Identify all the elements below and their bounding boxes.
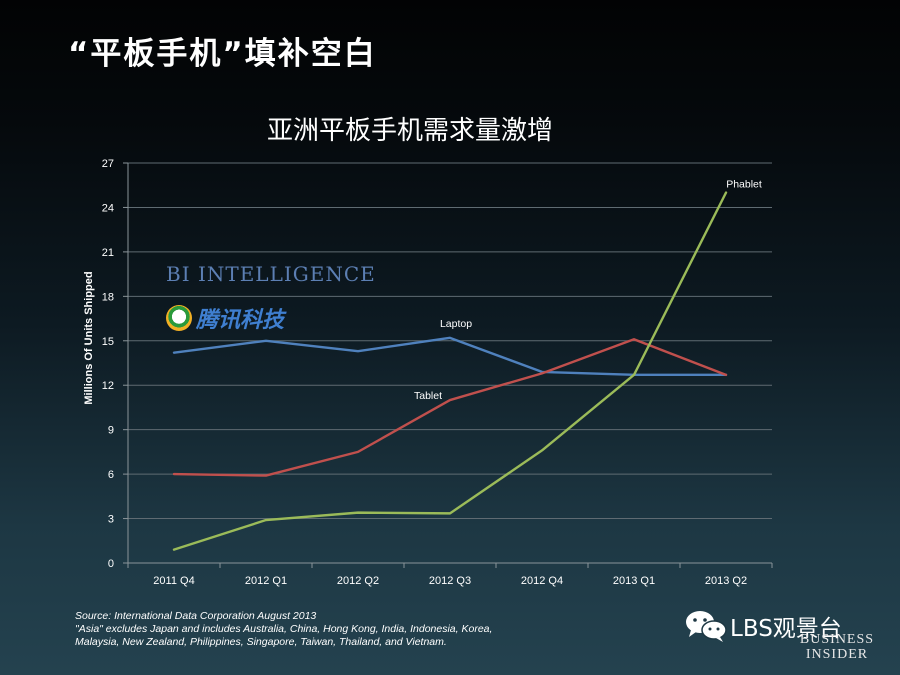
series-labels: Laptop Tablet Phablet [414,179,762,402]
source-line-3: Malaysia, New Zealand, Philippines, Sing… [75,636,447,648]
wechat-icon [686,611,727,642]
y-tick-label: 15 [102,336,114,348]
y-tick-label: 18 [102,291,114,303]
slide-title: “平板手机”填补空白 [68,36,377,72]
y-tick-label: 12 [102,380,114,392]
series-label-phablet: Phablet [726,179,762,191]
y-tick-label: 3 [108,514,114,526]
x-tick-label: 2013 Q1 [613,575,655,587]
y-tick-label: 21 [102,247,114,259]
chart-title: 亚洲平板手机需求量激增 [266,116,553,146]
y-tick-label: 0 [108,558,114,570]
series-label-tablet: Tablet [414,390,442,402]
x-tick-label: 2013 Q2 [705,575,747,587]
y-tick-label: 9 [108,425,114,437]
source-note: Source: International Data Corporation A… [75,610,492,649]
business-insider-line-1: BUSINESS [799,632,875,647]
x-tick-label: 2012 Q2 [337,575,379,587]
business-insider-line-2: INSIDER [805,647,869,662]
tencent-watermark-text: 腾讯科技 [196,308,285,333]
x-tick-label: 2012 Q4 [521,575,563,587]
x-tick-label: 2011 Q4 [153,575,194,587]
source-line-2: "Asia" excludes Japan and includes Austr… [75,623,493,635]
source-line-1: Source: International Data Corporation A… [75,610,317,622]
y-tick-label: 27 [102,158,114,170]
series-label-laptop: Laptop [440,318,472,330]
x-tick-label: 2012 Q1 [245,575,287,587]
gridlines [128,162,772,520]
tencent-watermark: 腾讯科技 [166,302,284,334]
y-tick-label: 6 [108,469,114,481]
axes: 0 3 6 9 12 15 18 21 24 27 2011 Q4 2012 Q1 2012 Q2 201… [83,158,773,587]
x-tick-label: 2012 Q3 [429,575,471,587]
lbs-watermark: LBS观景台 [684,608,842,644]
series-line-tablet [172,338,728,477]
series-line-phablet [172,191,728,551]
business-insider-logo: BUSINESS INSIDER [796,632,878,662]
series-lines [172,191,728,551]
tencent-logo-icon [166,305,192,331]
bi-intelligence-watermark: BI INTELLIGENCE [166,262,376,286]
lbs-watermark-text: LBS观景台 [730,616,842,642]
y-axis-title: Millions Of Units Shipped [83,271,95,404]
y-tick-label: 24 [102,202,114,214]
